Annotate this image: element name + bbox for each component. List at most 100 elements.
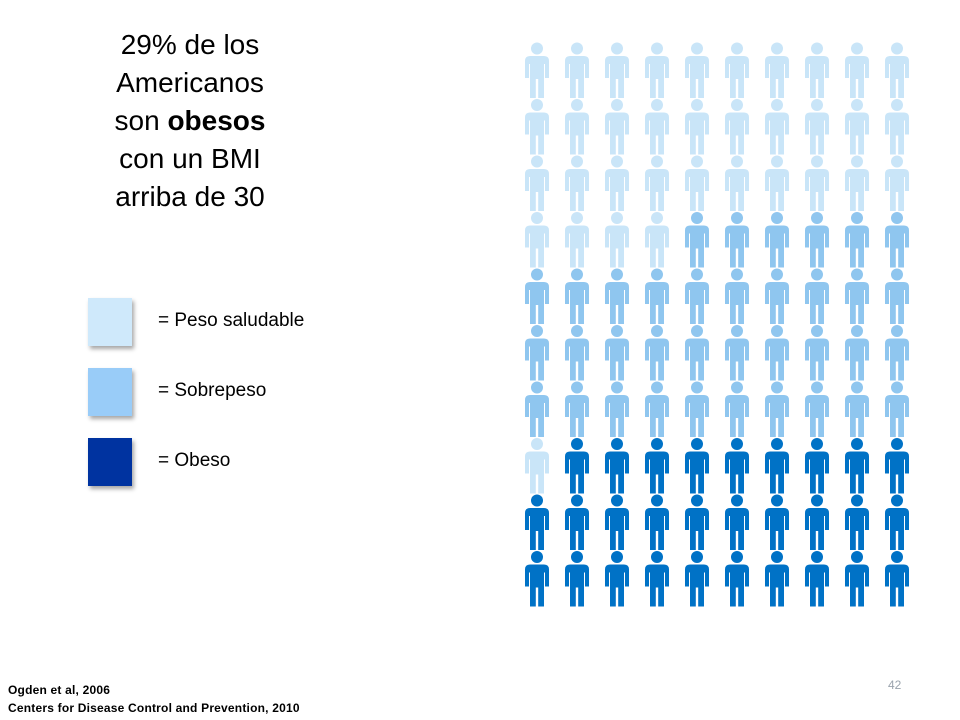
person-icon-healthy — [525, 42, 549, 98]
person-head — [891, 268, 903, 281]
person-head — [771, 494, 783, 507]
person-icon-obese — [765, 494, 789, 550]
person-body — [805, 225, 829, 268]
person-icon-healthy — [805, 42, 829, 98]
person-icon-overweight — [605, 268, 629, 324]
person-body — [525, 225, 549, 268]
person-icon-healthy — [885, 155, 909, 211]
person-icon-overweight — [885, 268, 909, 324]
person-body — [845, 451, 869, 494]
person-icon-overweight — [525, 381, 549, 437]
person-body — [525, 112, 549, 155]
person-icon-obese — [685, 551, 709, 607]
title-line-1: 29% de los — [120, 29, 260, 60]
person-body — [565, 451, 589, 494]
person-head — [691, 438, 703, 450]
person-body — [725, 395, 749, 437]
person-head — [571, 494, 583, 507]
person-body — [885, 56, 909, 98]
person-icon-healthy — [885, 42, 909, 98]
person-body — [765, 338, 789, 381]
person-icon-healthy — [605, 155, 629, 211]
person-head — [811, 42, 823, 55]
person-head — [731, 212, 743, 224]
person-body — [525, 451, 549, 494]
person-body — [845, 169, 869, 211]
person-icon-healthy — [525, 438, 549, 494]
person-body — [885, 112, 909, 155]
person-body — [765, 564, 789, 607]
person-body — [765, 56, 789, 98]
person-icon-overweight — [645, 268, 669, 324]
person-icon-healthy — [725, 42, 749, 98]
person-head — [891, 325, 903, 337]
person-head — [851, 438, 863, 450]
person-head — [531, 42, 543, 55]
person-icon-obese — [645, 438, 669, 494]
person-icon-obese — [725, 551, 749, 607]
person-icon-overweight — [765, 325, 789, 381]
person-head — [611, 99, 623, 111]
person-head — [851, 268, 863, 281]
person-head — [651, 268, 663, 281]
person-body — [605, 169, 629, 211]
person-icon-overweight — [725, 381, 749, 437]
person-icon-overweight — [725, 325, 749, 381]
person-body — [885, 564, 909, 607]
person-body — [805, 564, 829, 607]
person-head — [611, 381, 623, 394]
person-body — [645, 112, 669, 155]
person-icon-overweight — [605, 325, 629, 381]
person-head — [691, 494, 703, 507]
person-body — [685, 56, 709, 98]
person-head — [611, 268, 623, 281]
person-icon-healthy — [605, 99, 629, 155]
person-icon-overweight — [845, 212, 869, 268]
person-icon-obese — [685, 494, 709, 550]
person-icon-obese — [645, 551, 669, 607]
person-body — [725, 282, 749, 324]
person-head — [811, 325, 823, 337]
person-head — [891, 494, 903, 507]
person-head — [611, 494, 623, 507]
title-bold-word: obesos — [167, 105, 266, 136]
person-icon-overweight — [885, 381, 909, 437]
person-icon-overweight — [645, 381, 669, 437]
person-head — [611, 551, 623, 563]
person-icon-overweight — [805, 212, 829, 268]
person-head — [651, 438, 663, 450]
person-body — [845, 564, 869, 607]
person-head — [851, 325, 863, 337]
person-head — [571, 42, 583, 55]
person-head — [891, 438, 903, 450]
person-icon-healthy — [565, 42, 589, 98]
person-head — [731, 551, 743, 563]
person-icon-obese — [525, 494, 549, 550]
person-icon-healthy — [565, 212, 589, 268]
person-icon-healthy — [645, 212, 669, 268]
person-body — [805, 508, 829, 550]
person-head — [891, 212, 903, 224]
person-head — [611, 42, 623, 55]
person-icon-overweight — [845, 325, 869, 381]
person-head — [571, 212, 583, 224]
person-icon-obese — [725, 494, 749, 550]
legend-swatch-overweight — [88, 368, 132, 416]
person-icon-obese — [885, 438, 909, 494]
person-head — [531, 494, 543, 507]
person-icon-healthy — [765, 42, 789, 98]
person-body — [765, 282, 789, 324]
person-icon-obese — [885, 551, 909, 607]
person-icon-healthy — [685, 155, 709, 211]
person-icon-obese — [525, 551, 549, 607]
person-icon-healthy — [765, 155, 789, 211]
person-body — [645, 56, 669, 98]
person-body — [725, 112, 749, 155]
person-icon-overweight — [725, 268, 749, 324]
slide-title: 29% de los Americanos son obesos con un … — [80, 26, 300, 216]
person-head — [651, 42, 663, 55]
person-icon-healthy — [565, 155, 589, 211]
person-body — [845, 508, 869, 550]
person-body — [605, 451, 629, 494]
person-head — [531, 155, 543, 168]
